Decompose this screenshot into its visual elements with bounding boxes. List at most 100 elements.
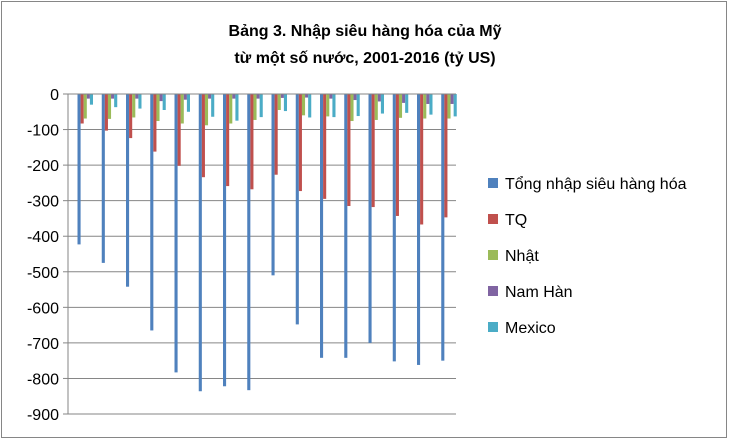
bar-tổng-nhập-siêu-hàng-hóa-2012	[344, 94, 348, 358]
bar-nam-hàn-2014	[402, 94, 406, 103]
bar-mexico-2015	[429, 94, 433, 115]
bar-nhật-2008	[253, 94, 257, 120]
bar-tq-2012	[347, 94, 351, 206]
bar-tq-2015	[420, 94, 424, 225]
bar-tổng-nhập-siêu-hàng-hóa-2011	[320, 94, 324, 358]
y-tick-label: -900	[27, 407, 59, 424]
bar-nam-hàn-2004	[159, 94, 163, 102]
bar-tổng-nhập-siêu-hàng-hóa-2009	[271, 94, 275, 276]
bar-nhật-2016	[447, 94, 451, 119]
bar-tq-2009	[274, 94, 278, 175]
bar-nhật-2007	[229, 94, 233, 124]
bar-tq-2005	[177, 94, 181, 166]
y-tick-label: -600	[27, 300, 59, 317]
bar-nhật-2003	[132, 94, 136, 118]
chart-title-line-2: từ một số nước, 2001-2016 (tỷ US)	[234, 50, 495, 67]
bar-tq-2011	[323, 94, 327, 199]
bar-nam-hàn-2003	[135, 94, 139, 99]
bar-mexico-2003	[138, 94, 142, 109]
legend-label: Nhật	[505, 248, 539, 265]
bar-nam-hàn-2013	[377, 94, 381, 102]
bar-mexico-2009	[283, 94, 287, 112]
bar-nhật-2006	[204, 94, 209, 126]
bar-nhật-2011	[326, 94, 330, 117]
bar-tổng-nhập-siêu-hàng-hóa-2002	[101, 94, 105, 263]
bar-nhật-2009	[277, 94, 281, 110]
bar-tổng-nhập-siêu-hàng-hóa-2007	[223, 94, 227, 387]
legend-label: Tổng nhập siêu hàng hóa	[505, 175, 687, 193]
bar-nhật-2005	[180, 94, 184, 124]
chart-title-line-1: Bảng 3. Nhập siêu hàng hóa của Mỹ	[229, 23, 502, 40]
legend: Tổng nhập siêu hàng hóa TQ Nhật Nam Hàn Mexi…	[488, 175, 687, 337]
bar-tổng-nhập-siêu-hàng-hóa-2010	[295, 94, 299, 325]
bar-nam-hàn-2005	[183, 94, 187, 100]
y-tick-label: -800	[27, 371, 59, 388]
gridlines	[68, 129, 456, 415]
bar-tq-2010	[298, 94, 302, 192]
bar-nhật-2004	[156, 94, 160, 122]
bar-mexico-2012	[356, 94, 360, 117]
bar-tq-2004	[153, 94, 157, 152]
bar-tổng-nhập-siêu-hàng-hóa-2005	[174, 94, 178, 373]
y-tick-label: -700	[27, 336, 59, 353]
bar-nam-hàn-2007	[232, 94, 236, 99]
legend-label: Mexico	[505, 320, 556, 337]
bar-nhật-2012	[350, 94, 354, 122]
bar-nam-hàn-2009	[280, 94, 284, 98]
bar-tq-2014	[395, 94, 399, 216]
legend-swatch	[488, 214, 498, 224]
bar-nhật-2010	[301, 94, 306, 116]
bar-nam-hàn-2001	[86, 94, 90, 99]
bar-nam-hàn-2016	[450, 94, 454, 104]
bar-tq-2008	[250, 94, 254, 190]
bar-tổng-nhập-siêu-hàng-hóa-2004	[150, 94, 154, 331]
bar-mexico-2001	[89, 94, 93, 105]
bar-nhật-2002	[107, 94, 112, 119]
bar-mexico-2008	[259, 94, 263, 118]
bar-nhật-2013	[374, 94, 378, 120]
bar-nam-hàn-2006	[208, 94, 212, 99]
bars	[68, 93, 457, 392]
bar-nhật-2001	[83, 94, 87, 119]
bar-mexico-2004	[162, 94, 166, 110]
legend-swatch	[488, 286, 498, 296]
y-tick-label: -500	[27, 265, 59, 282]
y-tick-label: -400	[27, 229, 59, 246]
bar-mexico-2010	[308, 94, 312, 118]
bar-tq-2001	[80, 94, 84, 124]
bar-mexico-2006	[211, 94, 215, 117]
bar-nhật-2015	[423, 94, 427, 119]
bar-tổng-nhập-siêu-hàng-hóa-2014	[392, 94, 396, 362]
bar-tq-2006	[201, 94, 205, 178]
bar-mexico-2007	[235, 94, 239, 121]
bar-tổng-nhập-siêu-hàng-hóa-2003	[126, 94, 130, 287]
bar-tq-2002	[104, 94, 108, 131]
y-axis: 0 -100 -200 -300 -400 -500 -600 -700 -800 -900	[27, 87, 69, 424]
bar-nam-hàn-2015	[426, 94, 430, 104]
bar-tq-2013	[371, 94, 375, 208]
bar-nam-hàn-2011	[329, 94, 333, 99]
bar-tq-2016	[444, 94, 448, 218]
bar-nam-hàn-2002	[111, 94, 115, 99]
bar-tổng-nhập-siêu-hàng-hóa-2001	[77, 94, 81, 245]
bar-nam-hàn-2012	[353, 94, 357, 101]
bar-mexico-2013	[380, 94, 384, 114]
legend-swatch	[488, 250, 498, 260]
y-tick-label: 0	[50, 87, 59, 104]
legend-swatch	[488, 322, 498, 332]
bar-mexico-2002	[114, 94, 118, 108]
y-tick-label: -300	[27, 194, 59, 211]
bar-nam-hàn-2008	[256, 94, 260, 99]
legend-label: TQ	[505, 212, 527, 229]
bar-tổng-nhập-siêu-hàng-hóa-2008	[247, 94, 251, 391]
bar-tq-2003	[129, 94, 133, 139]
bar-mexico-2016	[453, 94, 457, 117]
bar-mexico-2011	[332, 94, 336, 118]
bar-mexico-2014	[405, 94, 409, 113]
bar-tổng-nhập-siêu-hàng-hóa-2013	[368, 94, 372, 343]
y-tick-label: -200	[27, 158, 59, 175]
bar-tổng-nhập-siêu-hàng-hóa-2015	[417, 94, 421, 365]
bar-tổng-nhập-siêu-hàng-hóa-2016	[441, 94, 445, 361]
